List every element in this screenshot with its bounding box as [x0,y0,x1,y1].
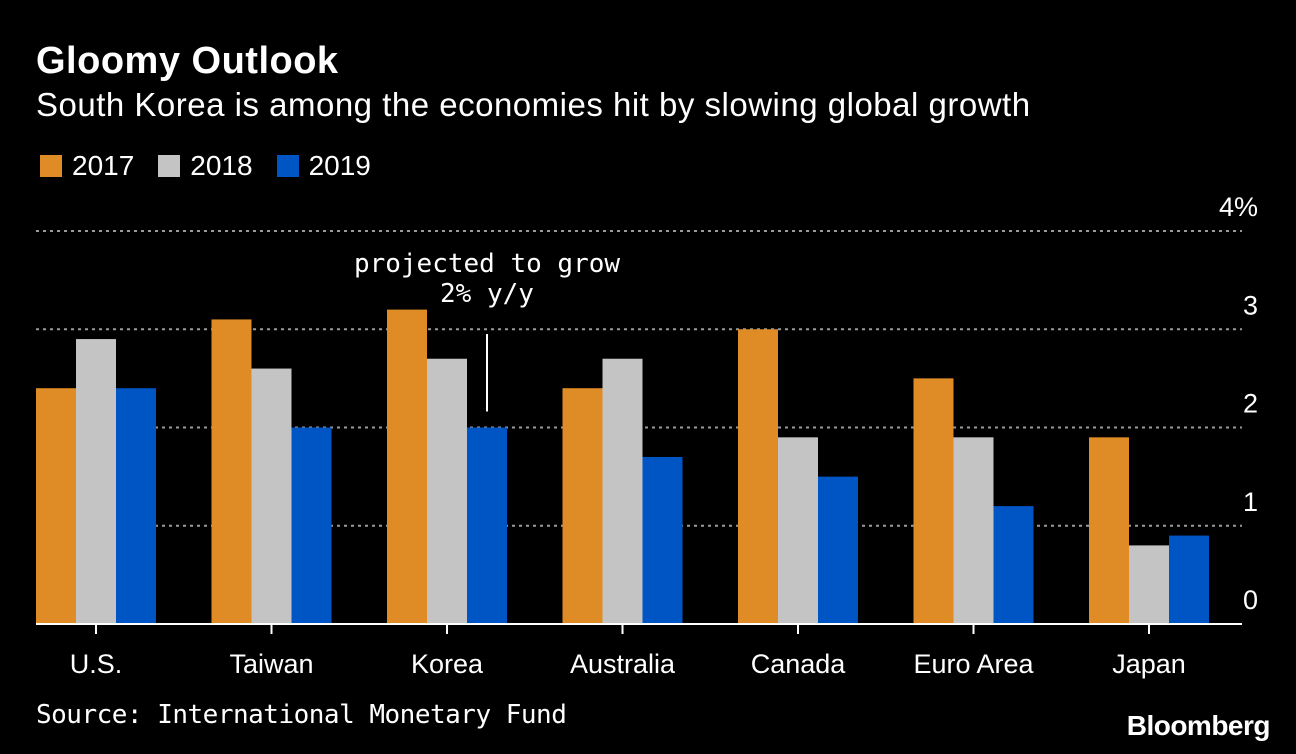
bar-euro-area-2019 [993,506,1034,624]
legend-swatch-2018 [158,155,181,177]
bar-korea-2018 [427,358,467,624]
chart-subtitle: South Korea is among the economies hit b… [36,86,1031,123]
x-tick-label: Euro Area [913,649,1034,679]
x-tick-label: Canada [751,649,847,679]
bar-euro-area-2017 [913,378,954,624]
x-tick-label: U.S. [70,649,123,679]
y-tick-label: 3 [1243,290,1258,320]
y-tick-label: 0 [1243,585,1258,615]
x-tick-label: Taiwan [229,649,313,679]
annotation-text: projected to grow [354,249,620,279]
bar-korea-2019 [467,427,507,624]
x-tick-label: Japan [1112,649,1186,679]
bar-canada-2018 [778,437,818,624]
legend-label-2018: 2018 [190,150,253,181]
y-tick-label: 2 [1243,389,1258,419]
legend-swatch-2019 [276,155,299,177]
legend-item-2019: 2019 [276,150,371,182]
legend-label-2017: 2017 [72,150,135,181]
bar-korea-2017 [387,309,427,624]
bar-taiwan-2018 [251,368,292,624]
bar-u-s--2018 [76,339,116,624]
bar-taiwan-2019 [291,427,332,624]
annotation-text: 2% y/y [440,279,534,309]
y-tick-label: 4% [1219,192,1258,222]
x-tick-label: Australia [570,649,676,679]
bar-japan-2017 [1089,437,1129,624]
x-tick-label: Korea [411,649,484,679]
bar-u-s--2017 [36,388,76,624]
legend-item-2017: 2017 [40,150,134,182]
source-note: Source: International Monetary Fund [36,700,567,730]
chart-title: Gloomy Outlook [36,40,339,82]
bar-canada-2017 [738,329,778,624]
bar-japan-2019 [1169,535,1209,624]
bar-taiwan-2017 [211,319,252,624]
bar-u-s--2019 [116,388,156,624]
legend: 2017 2018 2019 [40,150,395,182]
bar-euro-area-2018 [953,437,994,624]
y-tick-label: 1 [1243,487,1258,517]
bar-australia-2018 [602,358,643,624]
bar-australia-2019 [642,456,683,624]
legend-swatch-2017 [40,155,62,177]
legend-label-2019: 2019 [308,150,371,181]
bar-australia-2017 [562,388,603,624]
bar-canada-2019 [818,476,858,624]
brand-logo: Bloomberg [1126,710,1271,741]
legend-item-2018: 2018 [158,150,253,182]
bar-japan-2018 [1129,545,1169,624]
